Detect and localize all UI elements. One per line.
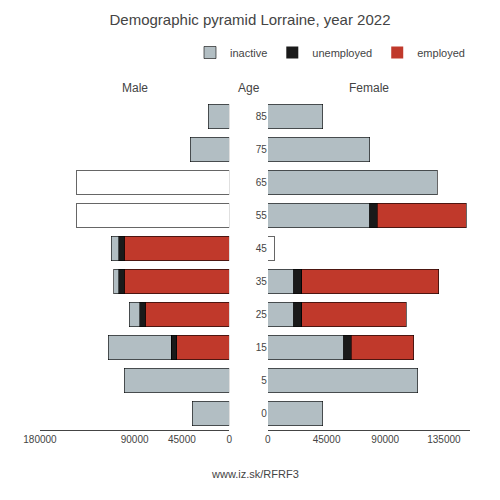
svg-text:Demographic pyramid Lorraine,: Demographic pyramid Lorraine, year 2022 <box>110 11 391 28</box>
svg-text:0: 0 <box>226 434 232 445</box>
svg-text:employed: employed <box>417 47 465 59</box>
svg-text:75: 75 <box>256 144 268 155</box>
svg-text:5: 5 <box>261 375 267 386</box>
svg-text:15: 15 <box>256 342 268 353</box>
svg-text:45000: 45000 <box>168 434 196 445</box>
svg-text:Female: Female <box>349 81 389 95</box>
svg-text:0: 0 <box>261 408 267 419</box>
svg-text:85: 85 <box>256 111 268 122</box>
svg-text:90000: 90000 <box>121 434 149 445</box>
svg-text:45: 45 <box>256 243 268 254</box>
svg-text:Age: Age <box>238 81 260 95</box>
svg-text:65: 65 <box>256 177 268 188</box>
svg-text:180000: 180000 <box>23 434 57 445</box>
svg-text:unemployed: unemployed <box>312 47 372 59</box>
svg-text:35: 35 <box>256 276 268 287</box>
svg-text:0: 0 <box>265 434 271 445</box>
svg-text:Male: Male <box>122 81 148 95</box>
svg-text:55: 55 <box>256 210 268 221</box>
svg-text:www.iz.sk/RFRF3: www.iz.sk/RFRF3 <box>211 468 299 480</box>
svg-text:inactive: inactive <box>230 47 267 59</box>
svg-text:45000: 45000 <box>313 434 341 445</box>
svg-text:90000: 90000 <box>371 434 399 445</box>
svg-text:135000: 135000 <box>427 434 461 445</box>
svg-text:25: 25 <box>256 309 268 320</box>
